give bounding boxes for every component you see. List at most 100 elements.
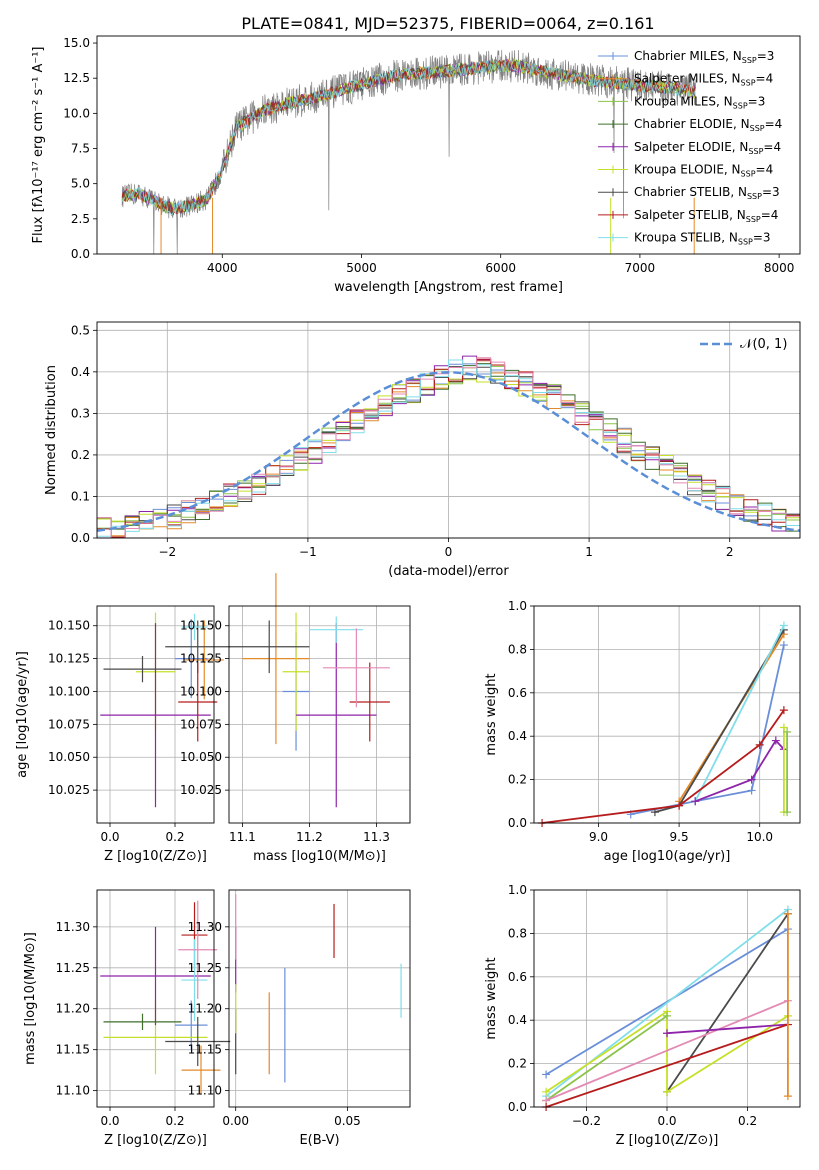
x-tick-label: 11.2 bbox=[296, 830, 323, 844]
weight-line bbox=[694, 625, 785, 802]
y-tick-label: 10.100 bbox=[180, 684, 222, 698]
y-tick-label: 0.8 bbox=[508, 642, 527, 656]
x-tick-label: 0.05 bbox=[334, 1114, 361, 1128]
weight-line bbox=[545, 1023, 789, 1108]
y-axis-label: mass weight bbox=[484, 957, 499, 1039]
y-tick-label: 10.150 bbox=[180, 619, 222, 633]
y-axis-label: Flux [fλ10⁻¹⁷ erg cm⁻² s⁻¹ A⁻¹] bbox=[31, 47, 46, 244]
weight-point bbox=[779, 621, 788, 630]
y-tick-label: 10.050 bbox=[180, 750, 222, 764]
y-tick-label: 0.6 bbox=[508, 686, 527, 700]
legend-label: Kroupa STELIB, NSSP=3 bbox=[634, 231, 771, 247]
weight-line bbox=[666, 913, 789, 1093]
x-axis-label: age [log10(age/yr)] bbox=[604, 849, 731, 864]
model-fit-line bbox=[121, 59, 696, 215]
y-tick-label: 10.100 bbox=[48, 684, 90, 698]
y-tick-label: 11.25 bbox=[56, 961, 90, 975]
x-tick-label: 0.2 bbox=[165, 830, 184, 844]
weight-point bbox=[542, 1087, 551, 1096]
weight-point bbox=[663, 1087, 671, 1096]
y-tick-label: 5.0 bbox=[71, 177, 90, 191]
y-tick-label: 11.15 bbox=[56, 1043, 90, 1057]
x-tick-label: 0.0 bbox=[100, 830, 119, 844]
legend-label: Chabrier MILES, NSSP=3 bbox=[634, 49, 774, 65]
y-tick-label: 0.0 bbox=[508, 1100, 527, 1114]
x-tick-label: 0.0 bbox=[657, 1114, 676, 1128]
legend-label: Kroupa ELODIE, NSSP=4 bbox=[634, 163, 773, 179]
y-tick-label: 10.125 bbox=[48, 652, 90, 666]
x-tick-label: 2 bbox=[726, 545, 734, 559]
y-tick-label: 15.0 bbox=[63, 36, 90, 50]
weight-line bbox=[545, 1009, 789, 1094]
weight-point bbox=[542, 1070, 551, 1079]
x-axis-label: Z [log10(Z/Z⊙)] bbox=[616, 1133, 719, 1148]
x-tick-label: 0 bbox=[445, 545, 453, 559]
x-tick-label: −2 bbox=[158, 545, 176, 559]
age-vs-mass-panel: 11.1 11.2 11.3 10.025 10.050 10.075 10.100 10.1… bbox=[180, 573, 411, 864]
axes-frame bbox=[96, 321, 801, 539]
x-axis-label: wavelength [Angstrom, rest frame] bbox=[334, 280, 563, 295]
weight-point bbox=[663, 1029, 671, 1038]
x-axis-label: E(B-V) bbox=[299, 1133, 339, 1148]
y-tick-label: 11.10 bbox=[56, 1084, 90, 1098]
weight-point bbox=[783, 808, 792, 817]
y-axis-label: Normed distribution bbox=[44, 365, 59, 495]
y-tick-label: 10.0 bbox=[63, 106, 90, 120]
y-tick-label: 0.2 bbox=[508, 1057, 527, 1071]
weight-line bbox=[694, 739, 785, 803]
axes-frame bbox=[96, 605, 215, 824]
legend-label: Salpeter STELIB, NSSP=4 bbox=[634, 208, 778, 224]
x-tick-label: 9.5 bbox=[670, 830, 689, 844]
y-tick-label: 1.0 bbox=[508, 883, 527, 897]
histogram-step bbox=[96, 359, 800, 538]
legend-label: Salpeter ELODIE, NSSP=4 bbox=[634, 140, 781, 156]
legend-label: Salpeter MILES, NSSP=4 bbox=[634, 72, 773, 88]
legend-label: Kroupa MILES, NSSP=3 bbox=[634, 94, 765, 110]
y-tick-label: 10.050 bbox=[48, 750, 90, 764]
weight-line bbox=[654, 629, 785, 813]
weight-point bbox=[783, 909, 792, 918]
weight-point bbox=[779, 641, 788, 650]
y-tick-label: 11.25 bbox=[188, 961, 222, 975]
weight-line bbox=[666, 1023, 788, 1035]
weight-point bbox=[663, 1011, 671, 1020]
legend-label: Chabrier ELODIE, NSSP=4 bbox=[634, 117, 782, 133]
y-tick-label: 7.5 bbox=[71, 142, 90, 156]
residuals-legend: 𝒩(0, 1) bbox=[700, 337, 787, 352]
y-tick-label: 10.075 bbox=[48, 717, 90, 731]
weight-point bbox=[779, 706, 788, 715]
y-tick-label: 0.4 bbox=[508, 729, 527, 743]
axes-frame bbox=[533, 605, 801, 824]
residuals-panel: −2 −1 0 1 2 0.0 0.1 0.2 0.3 0.4 0.5 (data-model)/er… bbox=[44, 321, 801, 579]
y-tick-label: 0.3 bbox=[71, 406, 90, 420]
y-tick-label: 11.30 bbox=[56, 920, 90, 934]
weight-point bbox=[755, 740, 764, 749]
y-tick-label: 0.0 bbox=[508, 816, 527, 830]
axes-frame bbox=[96, 889, 215, 1108]
weight-point bbox=[675, 801, 684, 810]
massweight-vs-age-panel: 9.0 9.5 10.0 0.0 0.2 0.4 0.6 0.8 1.0 age [log10(a… bbox=[484, 599, 801, 864]
axes-frame bbox=[533, 889, 801, 1108]
x-tick-label: 11.3 bbox=[363, 830, 390, 844]
y-tick-label: 2.5 bbox=[71, 212, 90, 226]
weight-point bbox=[691, 797, 700, 806]
y-tick-label: 10.075 bbox=[180, 717, 222, 731]
mass-vs-Z-panel: 0.0 0.2 11.10 11.15 11.20 11.25 11.30 Z [log10(… bbox=[23, 889, 231, 1148]
weight-point bbox=[783, 1092, 792, 1101]
x-tick-label: 10.0 bbox=[746, 830, 773, 844]
y-tick-label: 0.0 bbox=[71, 247, 90, 261]
x-tick-label: 0.2 bbox=[738, 1114, 757, 1128]
weight-line bbox=[545, 999, 789, 1102]
y-tick-label: 0.4 bbox=[71, 365, 90, 379]
axes-frame bbox=[96, 35, 801, 255]
weight-point bbox=[747, 786, 756, 795]
y-tick-label: 10.025 bbox=[180, 783, 222, 797]
y-tick-label: 0.8 bbox=[508, 926, 527, 940]
x-tick-label: 0.00 bbox=[222, 1114, 249, 1128]
axes-frame bbox=[228, 889, 411, 1108]
x-tick-label: 1 bbox=[585, 545, 593, 559]
y-tick-label: 0.5 bbox=[71, 323, 90, 337]
y-tick-label: 0.2 bbox=[508, 773, 527, 787]
y-tick-label: 10.125 bbox=[180, 652, 222, 666]
